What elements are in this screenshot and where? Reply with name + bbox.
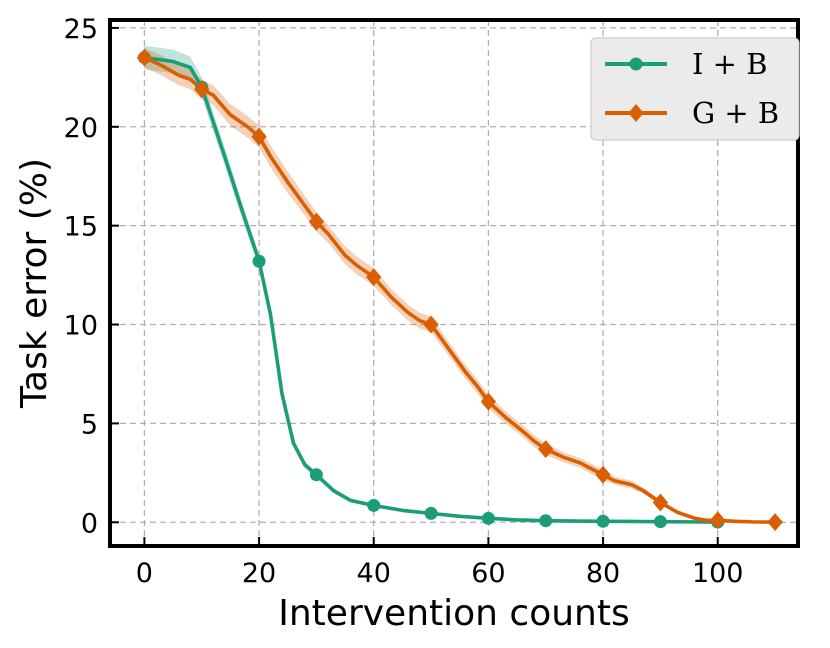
x-axis-label: Intervention counts xyxy=(278,593,630,634)
legend-point-i-b xyxy=(629,57,643,71)
legend-label-g-b: G + B xyxy=(692,96,779,130)
point-g-b xyxy=(136,48,153,67)
x-tick-label: 80 xyxy=(586,558,620,589)
x-tick-label: 60 xyxy=(471,558,505,589)
x-tick-label: 20 xyxy=(242,558,276,589)
x-tick-label: 40 xyxy=(357,558,391,589)
point-g-b xyxy=(767,513,783,532)
point-g-b xyxy=(710,511,726,530)
point-g-b xyxy=(652,493,669,512)
y-tick-label: 10 xyxy=(64,311,98,342)
y-tick-label: 0 xyxy=(81,508,98,539)
point-i-b xyxy=(367,498,381,512)
legend-marker-i-b xyxy=(629,57,643,71)
series-line-g-b xyxy=(142,55,783,524)
point-g-b xyxy=(308,212,325,231)
point-g-b xyxy=(194,80,210,99)
y-tick-label: 25 xyxy=(64,14,98,45)
point-g-b xyxy=(595,465,611,484)
y-tick-label: 15 xyxy=(64,212,98,243)
legend-marker-g-b xyxy=(628,104,644,122)
point-i-b xyxy=(252,254,266,268)
y-axis-label: Task error (%) xyxy=(14,158,55,409)
y-tick-label: 20 xyxy=(64,113,98,144)
point-i-b xyxy=(424,506,438,520)
axis-ticks: 0 20 40 60 80 100 0 5 10 15 20 25 xyxy=(64,14,744,589)
point-i-b xyxy=(481,511,495,525)
point-i-b xyxy=(653,515,667,529)
point-g-b xyxy=(251,127,267,146)
point-g-b xyxy=(423,315,439,334)
point-g-b xyxy=(480,392,497,411)
x-tick-label: 0 xyxy=(136,558,153,589)
y-tick-label: 5 xyxy=(81,409,98,440)
x-tick-label: 100 xyxy=(692,558,744,589)
point-i-b xyxy=(596,514,610,528)
point-i-b xyxy=(539,514,553,528)
plot-frame xyxy=(108,18,800,548)
legend-label-i-b: I + B xyxy=(692,47,768,81)
point-i-b xyxy=(309,468,323,482)
series-markers xyxy=(136,48,783,532)
series-lines xyxy=(142,55,783,524)
series-line-i-b xyxy=(142,55,720,524)
band-g-b xyxy=(144,47,781,523)
legend-point-g-b xyxy=(628,104,644,122)
legend: I + B G + B xyxy=(590,37,800,141)
point-g-b xyxy=(366,268,382,287)
point-g-b xyxy=(538,440,554,459)
